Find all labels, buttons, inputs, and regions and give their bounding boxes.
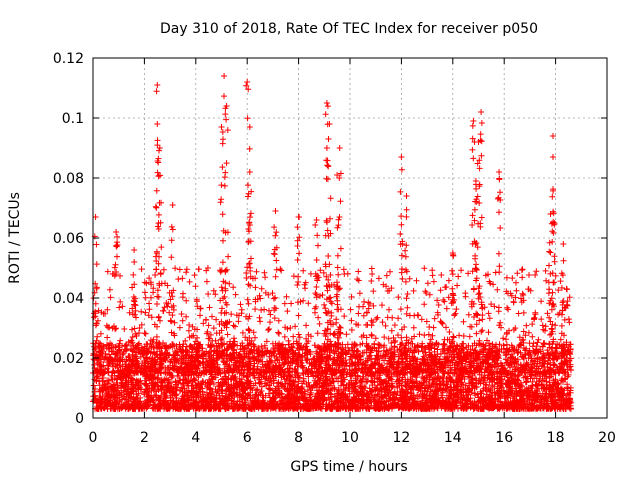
- x-tick-label: 10: [341, 430, 359, 446]
- axes: 0 2 4 6 8 10 12 14 16 18 20 0 0.02 0.04 0.06 0.08 0.1 0.1…: [53, 51, 616, 446]
- x-tick-label: 12: [392, 430, 410, 446]
- y-tick-label: 0.12: [53, 51, 84, 67]
- x-tick-label: 2: [140, 430, 149, 446]
- plot-border: [92, 57, 608, 419]
- chart-title: Day 310 of 2018, Rate Of TEC Index for r…: [160, 21, 538, 37]
- x-tick-label: 14: [444, 430, 462, 446]
- x-tick-label: 4: [191, 430, 200, 446]
- y-tick-label: 0: [75, 411, 84, 427]
- x-tick-label: 20: [598, 430, 616, 446]
- y-tick-label: 0.04: [53, 291, 84, 307]
- y-tick-label: 0.1: [62, 111, 84, 127]
- x-tick-label: 0: [89, 430, 98, 446]
- roti-points: [90, 73, 574, 412]
- y-tick-label: 0.08: [53, 171, 84, 187]
- x-tick-label: 16: [495, 430, 513, 446]
- x-axis-label: GPS time / hours: [290, 459, 407, 475]
- y-tick-label: 0.06: [53, 231, 84, 247]
- x-tick-label: 6: [243, 430, 252, 446]
- y-axis-label: ROTI / TECUs: [7, 192, 23, 284]
- y-tick-label: 0.02: [53, 351, 84, 367]
- x-tick-label: 8: [294, 430, 303, 446]
- data-points: [90, 73, 574, 412]
- x-tick-label: 18: [547, 430, 565, 446]
